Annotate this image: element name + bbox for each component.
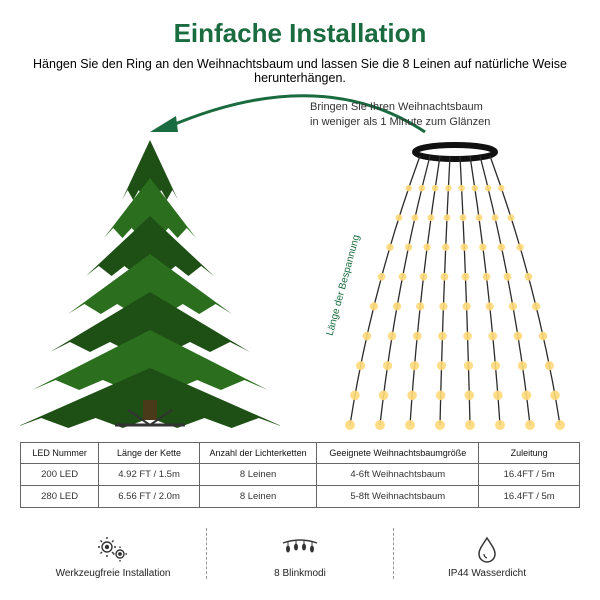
table-header: LED Nummer	[21, 443, 99, 464]
table-row: 200 LED4.92 FT / 1.5m8 Leinen4-6ft Weihn…	[21, 464, 580, 486]
table-header: Zuleitung	[479, 443, 580, 464]
promo-text: Bringen Sie Ihren Weihnachtsbaum in weni…	[310, 100, 490, 131]
christmas-tree	[20, 130, 280, 430]
spec-table: LED NummerLänge der KetteAnzahl der Lich…	[20, 442, 580, 508]
table-header: Länge der Kette	[99, 443, 200, 464]
table-header: Geeignete Weihnachtsbaumgröße	[317, 443, 479, 464]
page-title: Einfache Installation	[0, 0, 600, 49]
table-row: 280 LED6.56 FT / 2.0m8 Leinen5-8ft Weihn…	[21, 486, 580, 508]
lightstring-icon	[207, 534, 393, 564]
gears-icon	[20, 534, 206, 564]
promo-line-1: Bringen Sie Ihren Weihnachtsbaum	[310, 100, 490, 115]
light-string	[340, 140, 570, 430]
droplet-icon	[394, 534, 580, 564]
feature-item: IP44 Wasserdicht	[393, 528, 580, 579]
feature-label: IP44 Wasserdicht	[394, 568, 580, 579]
table-header: Anzahl der Lichterketten	[199, 443, 316, 464]
promo-line-2: in weniger als 1 Minute zum Glänzen	[310, 115, 490, 130]
feature-label: Werkzeugfreie Installation	[20, 568, 206, 579]
feature-label: 8 Blinkmodi	[207, 568, 393, 579]
feature-item: 8 Blinkmodi	[206, 528, 393, 579]
features-row: Werkzeugfreie Installation8 BlinkmodiIP4…	[20, 528, 580, 579]
feature-item: Werkzeugfreie Installation	[20, 528, 206, 579]
